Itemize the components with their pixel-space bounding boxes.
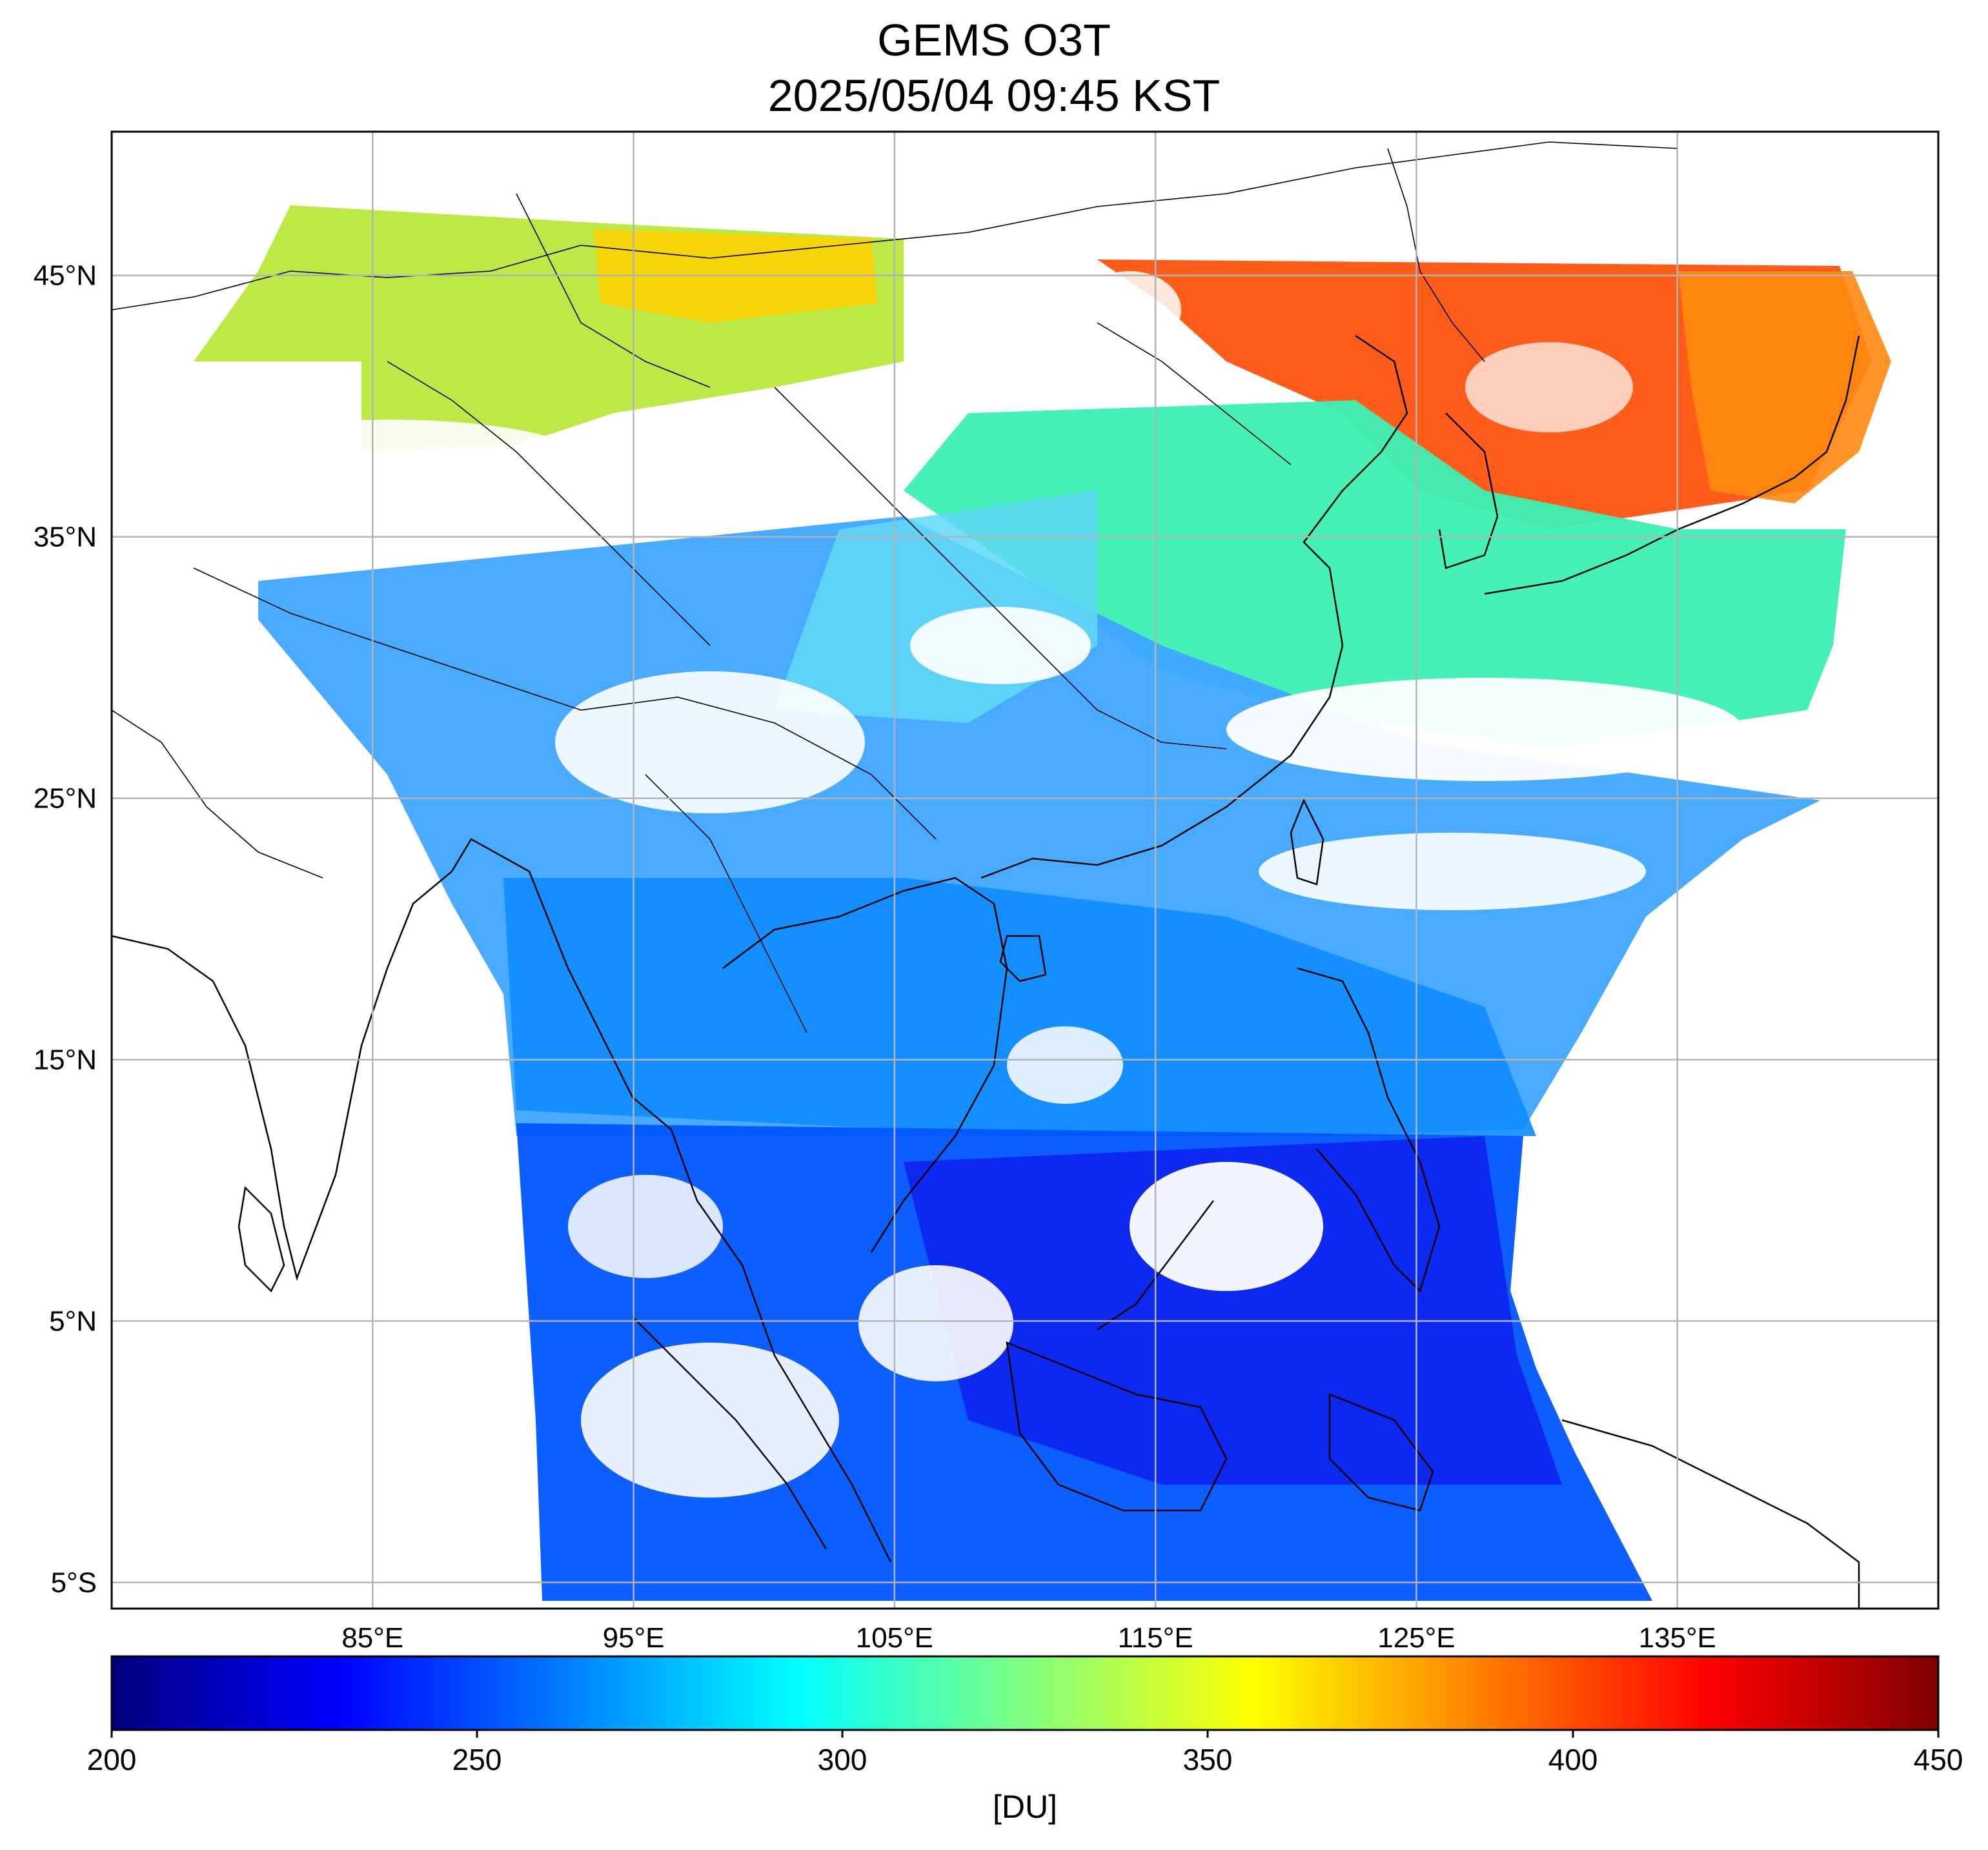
map-area [112,132,1938,1609]
lat-tick-label: 5°N [49,1306,97,1337]
colorbar-tick-label: 300 [818,1743,867,1776]
ozone-region-equatorial-low [904,1136,1562,1485]
ozone-region-japan-high [1678,271,1891,503]
admin-borders [112,141,1679,1033]
colorbar-tick-label: 350 [1183,1743,1233,1776]
colorbar-ticks: 200 250 300 350 400 450 [87,1730,1963,1776]
lat-tick-label: 35°N [34,522,97,553]
lon-tick-label: 115°E [1118,1622,1193,1654]
lat-tick-label: 15°N [34,1044,97,1076]
cloud-masks [194,271,1743,1498]
lat-tick-label: 5°S [51,1567,97,1599]
map-timestamp: 2025/05/04 09:45 KST [767,70,1221,121]
lat-tick-label: 45°N [34,260,97,292]
map-frame [110,130,1940,1610]
longitude-labels: 85°E 95°E 105°E 115°E 125°E 135°E [341,1622,1716,1654]
lon-tick-label: 85°E [341,1622,403,1654]
lon-tick-label: 125°E [1377,1622,1455,1654]
lon-tick-label: 95°E [603,1622,665,1654]
colorbar-tick-label: 450 [1914,1743,1963,1776]
lon-tick-label: 105°E [856,1622,933,1654]
lat-tick-label: 25°N [34,783,97,815]
latitude-labels: 45°N 35°N 25°N 15°N 5°N 5°S [34,260,97,1599]
colorbar-tick-label: 400 [1548,1743,1598,1776]
map-title: GEMS O3T [877,15,1111,65]
ozone-region-midlat [904,400,1846,749]
colorbar-tick-label: 250 [452,1743,502,1776]
gridlines [112,132,1938,1609]
colorbar [110,1655,1940,1731]
colorbar-tick-label: 200 [87,1743,137,1776]
colorbar-unit: [DU] [993,1789,1057,1825]
coastlines [112,334,1860,1609]
lon-tick-label: 135°E [1639,1622,1716,1654]
